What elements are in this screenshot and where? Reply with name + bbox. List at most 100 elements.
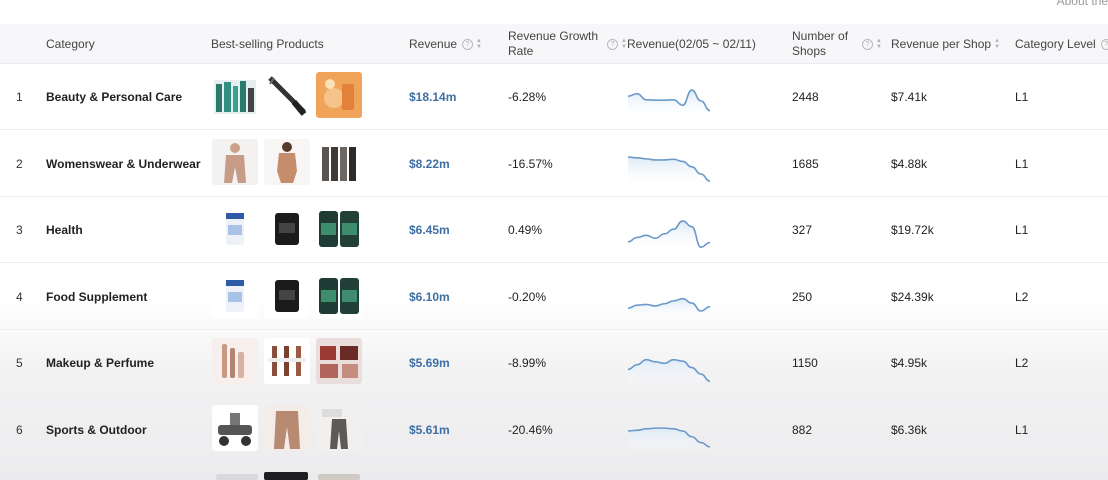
revenue-per-shop-value: $4.88k — [891, 156, 928, 171]
row-rank: 2 — [16, 156, 23, 171]
table-row[interactable]: 4 Food Supplement $6.10m -0.20% 250 $24.39k L2 — [0, 264, 1108, 330]
sparkline-area — [628, 298, 710, 320]
category-name[interactable]: Health — [46, 223, 83, 237]
top-bar: About the — [0, 0, 1108, 24]
row-rank: 4 — [16, 289, 23, 304]
header-revenue-trend: Revenue(02/05 ~ 02/11) — [627, 36, 756, 51]
header-number-of-shops[interactable]: Number of Shops ? ▲ ▼ — [792, 29, 882, 58]
revenue-per-shop-value: $24.39k — [891, 289, 934, 304]
sparkline-area — [628, 220, 710, 253]
product-thumbnail[interactable] — [316, 338, 362, 384]
best-selling-products — [212, 72, 372, 120]
header-category: Category — [46, 36, 95, 51]
shop-count-value: 882 — [792, 422, 813, 437]
sparkline-area — [628, 90, 710, 120]
shop-count-value: 1685 — [792, 156, 819, 171]
product-thumbnail[interactable] — [316, 271, 362, 318]
sparkline-line — [627, 358, 711, 383]
product-thumbnail[interactable] — [316, 72, 362, 118]
help-circle-icon[interactable]: ? — [1100, 38, 1108, 50]
revenue-per-shop-value: $4.95k — [891, 356, 928, 370]
shop-count-value: 1150 — [792, 356, 818, 370]
product-thumbnail[interactable] — [264, 205, 310, 251]
help-circle-icon[interactable]: ? — [462, 38, 474, 50]
product-thumbnail[interactable] — [212, 138, 258, 185]
header-best-selling-products: Best-selling Products — [211, 36, 324, 51]
row-rank: 3 — [16, 223, 23, 237]
header-category-level: Category Level ? — [1015, 24, 1108, 64]
sparkline-line — [627, 426, 711, 448]
table-row[interactable]: 1 Beauty & Personal Care $18.14m -6.28% 2448… — [0, 64, 1108, 130]
product-thumbnail[interactable] — [264, 404, 310, 451]
category-level-value: L1 — [1015, 422, 1029, 437]
growth-rate-value: -20.46% — [508, 422, 553, 437]
product-thumbnail[interactable] — [212, 338, 258, 384]
revenue-sparkline[interactable] — [626, 407, 712, 453]
product-thumbnail[interactable] — [264, 271, 310, 318]
row-rank: 6 — [16, 422, 23, 437]
best-selling-products — [212, 271, 372, 320]
about-link[interactable]: About the — [1056, 0, 1108, 8]
growth-rate-value: -6.28% — [508, 90, 547, 104]
product-thumbnail[interactable] — [212, 205, 258, 251]
category-level-value: L1 — [1015, 90, 1029, 104]
product-thumbnail[interactable] — [212, 404, 258, 451]
revenue-sparkline[interactable] — [626, 141, 712, 187]
sparkline-line — [627, 155, 711, 182]
sort-icon[interactable]: ▲ ▼ — [621, 38, 627, 50]
header-revenue[interactable]: Revenue ? ▲ ▼ — [409, 36, 482, 51]
growth-rate-value: -8.99% — [508, 356, 547, 370]
table-row[interactable]: 2 Womenswear & Underwear $8.22m -16.57% 1685… — [0, 131, 1108, 197]
revenue-sparkline[interactable] — [626, 340, 712, 386]
category-name[interactable]: Makeup & Perfume — [46, 356, 155, 370]
shop-count-value: 250 — [792, 289, 813, 304]
sort-icon[interactable]: ▲ ▼ — [476, 38, 482, 50]
product-thumbnail[interactable] — [216, 474, 258, 480]
category-name[interactable]: Sports & Outdoor — [46, 422, 147, 437]
shop-count-value: 2448 — [792, 90, 819, 104]
product-thumbnail[interactable] — [264, 472, 308, 480]
category-name[interactable]: Womenswear & Underwear — [46, 156, 201, 171]
revenue-value: $5.61m — [409, 422, 450, 437]
product-thumbnail[interactable] — [264, 138, 310, 185]
revenue-sparkline[interactable] — [626, 207, 712, 253]
row-rank: 5 — [16, 356, 23, 370]
revenue-sparkline[interactable] — [626, 74, 712, 120]
product-thumbnail[interactable] — [212, 72, 258, 118]
product-thumbnail[interactable] — [318, 474, 360, 480]
sort-icon[interactable]: ▲ ▼ — [994, 38, 1001, 50]
product-thumbnail[interactable] — [316, 205, 362, 251]
product-thumbnail[interactable] — [264, 72, 310, 118]
product-thumbnail[interactable] — [316, 138, 362, 185]
shop-count-value: 327 — [792, 223, 813, 237]
revenue-sparkline[interactable] — [626, 274, 712, 320]
product-thumbnail[interactable] — [264, 338, 310, 384]
sparkline-area — [628, 156, 710, 187]
category-name[interactable]: Beauty & Personal Care — [46, 90, 183, 104]
category-level-value: L1 — [1015, 223, 1029, 237]
growth-rate-value: -16.57% — [508, 156, 553, 171]
sparkline-area — [628, 427, 710, 453]
best-selling-products — [212, 404, 372, 453]
help-circle-icon[interactable]: ? — [607, 38, 619, 50]
table-row[interactable]: 5 Makeup & Perfume $5.69m -8.99% 1150 $4.95k L… — [0, 330, 1108, 396]
sparkline-area — [628, 359, 710, 386]
revenue-per-shop-value: $6.36k — [891, 422, 928, 437]
table-row-partial — [0, 462, 1108, 480]
sort-icon[interactable]: ▲ ▼ — [876, 38, 882, 50]
table-row[interactable]: 6 Sports & Outdoor $5.61m -20.46% 882 $6.36k L… — [0, 397, 1108, 463]
category-name[interactable]: Food Supplement — [46, 289, 148, 304]
table-row[interactable]: 3 Health $6.45m 0.49% 327 $19.72k L1 — [0, 197, 1108, 263]
revenue-value: $6.45m — [409, 223, 450, 237]
product-thumbnail[interactable] — [212, 271, 258, 318]
category-level-value: L2 — [1015, 289, 1029, 304]
header-revenue-growth-rate[interactable]: Revenue Growth Rate ? ▲ ▼ — [508, 29, 627, 58]
revenue-per-shop-value: $7.41k — [891, 90, 928, 104]
best-selling-products — [212, 138, 372, 187]
revenue-value: $6.10m — [409, 289, 450, 304]
growth-rate-value: 0.49% — [508, 223, 543, 237]
header-revenue-per-shop[interactable]: Revenue per Shop ▲ ▼ — [891, 36, 1001, 51]
help-circle-icon[interactable]: ? — [862, 38, 874, 50]
product-thumbnail[interactable] — [316, 404, 362, 451]
best-selling-products — [212, 338, 372, 386]
